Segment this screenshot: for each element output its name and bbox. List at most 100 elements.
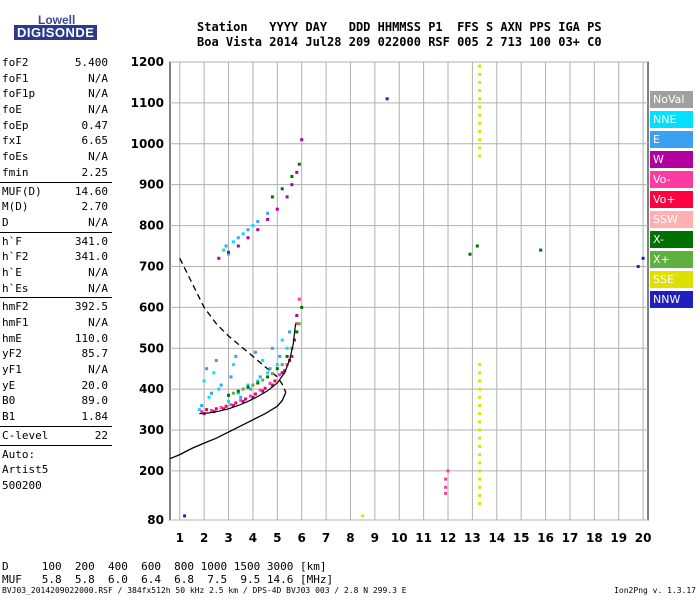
- echo-point-sse: [478, 436, 482, 440]
- x-tick-label: 17: [562, 531, 579, 545]
- echo-point-vo: [446, 469, 450, 473]
- echo-point-w: [270, 383, 274, 387]
- scaled-parameters-panel: foF2 5.400 foF1 N/A foF1p N/A foE N/A foEp 0.47 fx…: [0, 55, 112, 494]
- echo-point-sse: [478, 80, 482, 84]
- x-tick-label: 7: [322, 531, 330, 545]
- param-row: fmin 2.25: [0, 165, 112, 181]
- echo-point-nne: [212, 371, 216, 375]
- echo-point-sse: [478, 72, 482, 76]
- legend-entry-w: W: [650, 151, 693, 168]
- param-row: foEp 0.47: [0, 118, 112, 134]
- param-label: yF1: [2, 363, 22, 377]
- x-tick-label: 20: [635, 531, 652, 545]
- echo-point-vo: [263, 386, 267, 390]
- param-value: 20.0: [81, 378, 109, 392]
- param-value: 22: [94, 428, 108, 442]
- echo-point-w: [280, 371, 284, 375]
- param-value: 2.70: [81, 200, 109, 214]
- legend-entry-e: E: [650, 131, 693, 148]
- param-value: 341.0: [74, 234, 108, 248]
- x-tick-label: 13: [464, 531, 481, 545]
- param-label: hmF2: [2, 300, 29, 314]
- echo-point-sse: [478, 494, 482, 497]
- echo-point-x: [270, 372, 274, 376]
- echo-point-e: [214, 359, 218, 362]
- ionogram-chart: 1 2 3 4 5 6 7 8 9 10 11 12 13 14 15 16 17 18 19 20802003004…: [131, 55, 652, 545]
- param-label: foF1p: [2, 87, 36, 101]
- param-row: h`F 341.0: [0, 234, 112, 250]
- param-value: 110.0: [74, 331, 108, 345]
- param-label: D: [2, 215, 9, 229]
- param-separator: [0, 231, 112, 233]
- param-value: 1.84: [81, 410, 109, 424]
- param-row: foEs N/A: [0, 149, 112, 165]
- x-tick-label: 19: [610, 531, 627, 545]
- echo-point-sse: [478, 146, 482, 150]
- param-label: yF2: [2, 347, 22, 361]
- echo-point-sse: [478, 477, 482, 481]
- x-tick-label: 11: [415, 531, 432, 545]
- param-label: B1: [2, 410, 16, 424]
- echo-point-sse: [478, 395, 482, 399]
- param-label: B0: [2, 394, 16, 408]
- echo-point-sse: [478, 469, 482, 473]
- echo-point-e: [253, 350, 257, 354]
- echo-point-x: [280, 363, 284, 367]
- echo-point-sse: [478, 428, 482, 432]
- param-row: C-level 22: [0, 428, 112, 444]
- echo-point-e: [200, 404, 204, 407]
- echo-point-e: [249, 387, 252, 391]
- echo-point-x: [539, 248, 543, 252]
- echo-point-e: [288, 330, 291, 334]
- param-row: yE 20.0: [0, 378, 112, 394]
- legend-entry-noval: NoVal: [650, 91, 693, 108]
- param-label: yE: [2, 378, 16, 392]
- param-label: hmE: [2, 331, 22, 345]
- param-value: N/A: [88, 71, 108, 85]
- echo-point-x: [236, 389, 240, 393]
- echo-point-sse: [478, 363, 482, 367]
- echo-point-e: [210, 391, 213, 395]
- echo-point-w: [266, 217, 270, 221]
- echo-point-w: [222, 407, 226, 411]
- echo-point-nne: [241, 232, 245, 236]
- param-value: N/A: [88, 215, 108, 229]
- echo-point-sse: [478, 64, 482, 68]
- y-tick-label: 400: [139, 382, 164, 396]
- echo-point-e: [236, 236, 240, 240]
- y-tick-label: 300: [139, 423, 164, 437]
- echo-point-nnw: [636, 265, 640, 268]
- legend-entry-vo: Vo-: [650, 171, 693, 188]
- echo-point-x: [251, 383, 255, 387]
- param-row: Artist5: [0, 462, 112, 478]
- footer-version: Ion2Png v. 1.3.17: [614, 586, 696, 595]
- param-row: Auto:: [0, 447, 112, 463]
- echo-point-vo: [224, 404, 228, 408]
- echo-point-nne: [261, 359, 265, 362]
- echo-point-e: [266, 211, 270, 215]
- echo-point-nne: [256, 379, 260, 383]
- param-label: h`F2: [2, 250, 29, 264]
- echo-point-vo: [205, 408, 209, 412]
- echo-point-sse: [478, 412, 482, 416]
- echo-point-e: [278, 354, 282, 358]
- param-label: fxI: [2, 134, 22, 148]
- echo-point-nnw: [183, 514, 187, 518]
- echo-point-sse: [478, 485, 482, 489]
- echo-point-nne: [202, 379, 206, 383]
- echo-point-x: [295, 330, 299, 334]
- y-tick-label: 1100: [131, 96, 164, 110]
- header-line-2: Boa Vista 2014 Jul28 209 022000 RSF 005 …: [197, 35, 602, 49]
- plot-frame: [169, 61, 649, 521]
- param-value: 2.25: [81, 165, 109, 179]
- param-label: foEs: [2, 150, 29, 164]
- param-value: N/A: [88, 316, 108, 329]
- echo-point-x: [475, 244, 479, 248]
- echo-point-x: [280, 187, 284, 191]
- param-row: foF1p N/A: [0, 86, 112, 102]
- param-label: foF2: [2, 56, 29, 69]
- auto-scaled-trace: [199, 323, 297, 415]
- echo-point-e: [239, 395, 243, 399]
- echo-point-x: [275, 367, 279, 371]
- legend-entry-sse: SSE: [650, 271, 693, 288]
